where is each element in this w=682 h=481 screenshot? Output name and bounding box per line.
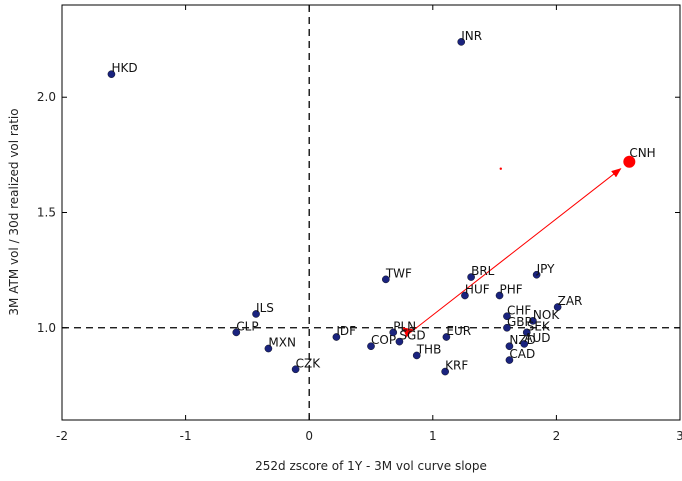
- data-point: [264, 344, 273, 353]
- point-label: BRL: [471, 264, 495, 278]
- plot-area: [61, 4, 681, 421]
- y-tick-label: 2.0: [37, 90, 56, 104]
- data-point: [107, 70, 116, 78]
- point-label: JPY: [536, 262, 556, 276]
- highlight-point: [623, 155, 636, 168]
- x-axis-title: 252d zscore of 1Y - 3M vol curve slope: [255, 459, 487, 473]
- ticks-layer: -2 -1 0 1 2 3 1.0 1.5 2.0: [37, 5, 682, 443]
- point-label: SEK: [527, 319, 551, 333]
- point-label: PLN: [393, 319, 416, 333]
- point-label: KRF: [445, 359, 468, 373]
- point-label: HUF: [465, 283, 490, 297]
- data-point: [520, 340, 529, 348]
- data-point: [553, 303, 562, 311]
- point-label: INR: [461, 29, 482, 43]
- arrow-tail-marker: [402, 327, 414, 338]
- point-label: THB: [416, 342, 442, 356]
- point-label: MXN: [268, 336, 296, 350]
- point-label: GBP: [507, 315, 532, 329]
- data-point: [505, 356, 514, 364]
- x-tick-label: 3: [676, 429, 682, 443]
- data-point: [503, 323, 511, 332]
- data-point: [232, 328, 241, 337]
- point-label: IDF: [336, 324, 356, 338]
- point-label: SGD: [399, 329, 425, 343]
- data-point: [389, 328, 398, 337]
- data-point: [382, 275, 390, 284]
- y-tick-label: 1.0: [37, 321, 56, 335]
- x-tick-label: -2: [56, 429, 68, 443]
- data-point: [332, 333, 341, 341]
- y-axis-title: 3M ATM vol / 30d realized vol ratio: [7, 108, 21, 315]
- data-point: [252, 310, 260, 318]
- point-label: COP: [371, 333, 396, 347]
- data-point: [457, 38, 466, 46]
- point-label: ILS: [256, 301, 274, 315]
- point-label: CAD: [509, 347, 535, 361]
- data-point: [529, 317, 537, 325]
- x-tick-label: 1: [429, 429, 437, 443]
- y-tick-label: 1.5: [37, 206, 56, 220]
- data-point: [442, 333, 451, 341]
- point-label: EUR: [446, 324, 471, 338]
- data-point: [522, 328, 531, 337]
- point-label: PHF: [500, 283, 523, 297]
- data-point: [395, 337, 404, 346]
- data-point: [467, 273, 475, 281]
- x-tick-label: 2: [553, 429, 561, 443]
- data-point: [532, 270, 541, 279]
- point-label: ZAR: [558, 294, 583, 308]
- x-tick-label: -1: [180, 429, 192, 443]
- data-point: [495, 291, 504, 300]
- data-point: [505, 342, 514, 351]
- point-label: TWF: [385, 266, 412, 280]
- data-point: [367, 342, 375, 351]
- highlight-point-label: CNH: [629, 146, 655, 160]
- reference-lines: [62, 5, 680, 420]
- data-point: [412, 351, 421, 360]
- point-label: NOK: [533, 308, 560, 322]
- point-label: CZK: [296, 356, 322, 370]
- point-label: HKD: [111, 61, 137, 75]
- point-label: NZD: [509, 333, 535, 347]
- point-label: AUD: [524, 331, 550, 345]
- trend-arrow: [410, 168, 622, 333]
- arrow-layer: [402, 167, 622, 338]
- data-point: [441, 367, 449, 376]
- data-point: [291, 365, 300, 374]
- stray-marker: [499, 167, 502, 170]
- x-tick-label: 0: [305, 429, 313, 443]
- point-label: CLP: [236, 319, 258, 333]
- point-label: CHF: [507, 303, 531, 317]
- data-point: [461, 291, 469, 300]
- data-point: [503, 312, 511, 321]
